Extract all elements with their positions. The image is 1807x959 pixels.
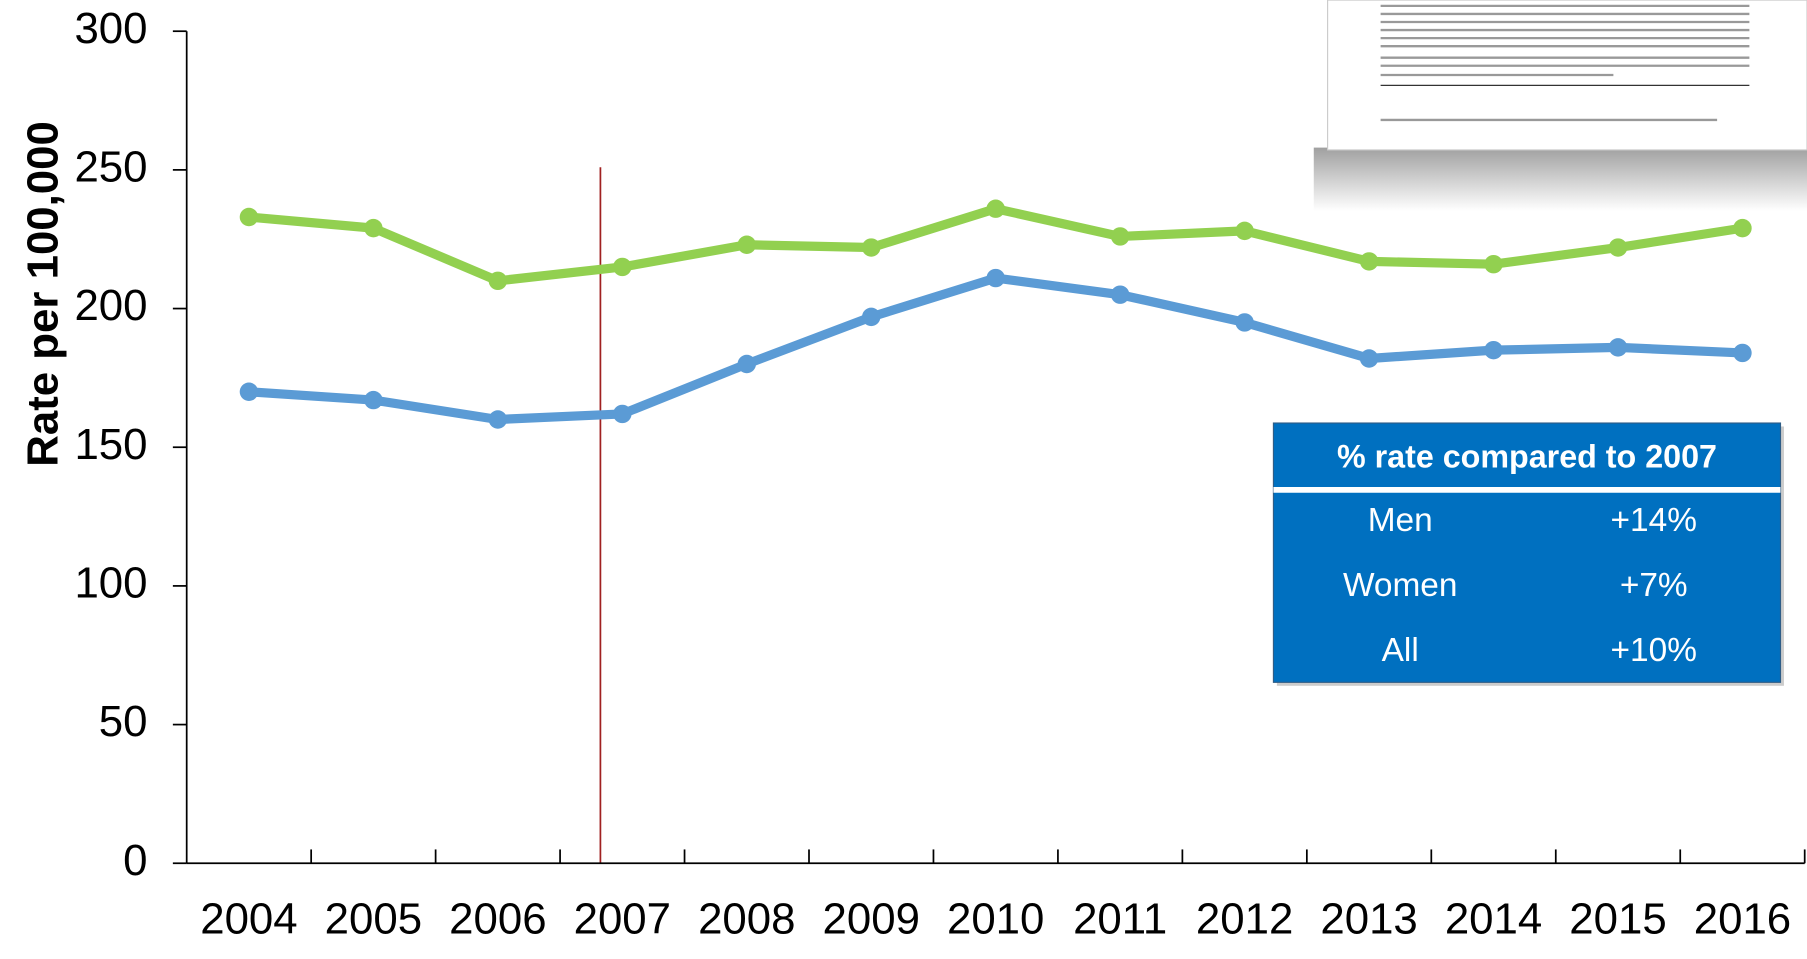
data-point <box>1484 254 1503 274</box>
data-point <box>1608 338 1628 357</box>
table-cell: +7% <box>1620 567 1688 604</box>
data-point <box>986 199 1005 218</box>
data-point <box>613 404 632 424</box>
table-cell: All <box>1382 632 1419 669</box>
data-point <box>1608 238 1628 257</box>
y-axis-label: Rate per 100,000 <box>19 121 68 467</box>
y-tick-label: 300 <box>74 4 147 53</box>
data-point <box>613 257 632 277</box>
table-title: % rate compared to 2007 <box>1337 438 1717 474</box>
x-tick-label: 2009 <box>823 895 920 944</box>
data-point <box>1733 343 1752 363</box>
data-point <box>239 207 259 227</box>
y-tick-label: 100 <box>74 558 147 607</box>
data-point <box>364 390 383 410</box>
table-cell: +10% <box>1611 632 1697 669</box>
data-point <box>1359 349 1379 368</box>
y-tick-label: 200 <box>74 281 147 330</box>
data-point <box>1235 313 1254 332</box>
data-point <box>986 268 1005 288</box>
x-tick-label: 2004 <box>200 895 297 944</box>
table-cell: Women <box>1343 567 1458 604</box>
y-tick-label: 250 <box>74 142 147 191</box>
data-point <box>488 271 508 291</box>
data-point <box>488 410 508 429</box>
x-tick-label: 2010 <box>947 895 1044 944</box>
inset-table: % rate compared to 2007 Men +14% Women +7% Al… <box>1272 422 1784 686</box>
x-tick-label: 2007 <box>574 895 671 944</box>
data-point <box>1110 285 1130 304</box>
paper-thumbnail <box>1313 0 1807 211</box>
x-tick-label: 2012 <box>1196 895 1293 944</box>
data-point <box>737 354 756 374</box>
data-point <box>1484 340 1503 360</box>
y-tick-label: 150 <box>74 420 147 469</box>
data-point <box>862 238 881 257</box>
x-tick-label: 2005 <box>325 895 422 944</box>
x-tick-label: 2015 <box>1569 895 1666 944</box>
x-tick-label: 2014 <box>1445 895 1542 944</box>
y-tick-label: 0 <box>123 836 147 885</box>
series-line <box>248 273 1743 425</box>
x-tick-label: 2016 <box>1694 895 1791 944</box>
table-cell: Men <box>1368 502 1433 539</box>
data-point <box>862 307 881 327</box>
table-cell: +14% <box>1611 502 1697 539</box>
x-tick-label: 2006 <box>449 895 546 944</box>
data-point <box>239 382 259 401</box>
data-point <box>1110 227 1130 246</box>
x-tick-label: 2013 <box>1320 895 1417 944</box>
x-tick-label: 2008 <box>698 895 795 944</box>
data-point <box>1733 218 1752 238</box>
data-point <box>364 218 383 238</box>
data-point <box>737 235 756 254</box>
x-tick-label: 2011 <box>1073 895 1167 944</box>
data-point <box>1359 252 1379 271</box>
data-point <box>1235 221 1254 241</box>
y-tick-label: 50 <box>99 697 148 746</box>
